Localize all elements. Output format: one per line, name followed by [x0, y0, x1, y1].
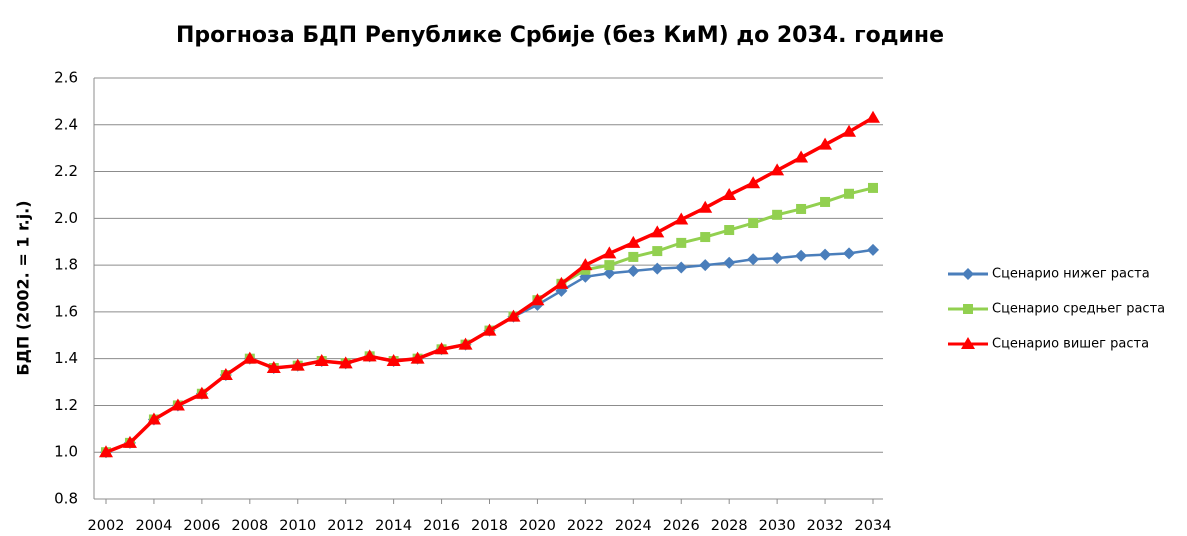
- marker: [146, 412, 161, 425]
- legend-label: Сценарио нижег раста: [992, 267, 1150, 282]
- marker: [700, 232, 711, 243]
- marker: [770, 163, 785, 176]
- marker: [506, 309, 521, 322]
- marker: [843, 247, 856, 260]
- marker: [170, 398, 185, 411]
- marker: [842, 124, 857, 137]
- marker: [820, 196, 831, 207]
- x-tick-label: 2008: [231, 518, 268, 534]
- y-tick-label: 2.2: [54, 162, 78, 180]
- legend-marker: [963, 304, 973, 314]
- marker: [795, 249, 808, 262]
- marker: [674, 212, 689, 225]
- x-tick-label: 2016: [423, 518, 460, 534]
- marker: [362, 349, 377, 362]
- marker: [266, 361, 281, 374]
- marker: [651, 262, 664, 275]
- x-tick-label: 2012: [327, 518, 364, 534]
- marker: [698, 200, 713, 213]
- series-line: [105, 248, 874, 454]
- marker: [650, 225, 665, 238]
- legend-marker: [962, 268, 974, 280]
- marker: [844, 188, 855, 199]
- x-tick-label: 2030: [759, 518, 796, 534]
- x-tick-label: 2034: [855, 518, 892, 534]
- marker: [626, 235, 641, 248]
- marker: [314, 354, 329, 367]
- marker: [338, 356, 353, 369]
- marker: [218, 368, 233, 381]
- marker: [772, 209, 783, 220]
- marker: [604, 260, 615, 271]
- x-tick-label: 2024: [615, 518, 652, 534]
- marker: [699, 259, 712, 272]
- marker: [675, 261, 688, 274]
- marker: [748, 218, 759, 229]
- marker: [578, 258, 593, 271]
- chart-title: Прогноза БДП Републике Србије (без КиМ) …: [176, 23, 944, 48]
- marker: [603, 267, 616, 280]
- marker: [554, 276, 569, 289]
- x-tick-label: 2020: [519, 518, 556, 534]
- x-tick-label: 2014: [375, 518, 412, 534]
- y-tick-label: 1.0: [54, 443, 78, 461]
- marker: [794, 150, 809, 163]
- y-tick-label: 2.4: [54, 115, 78, 133]
- marker: [628, 251, 639, 262]
- marker: [867, 243, 879, 256]
- marker: [771, 252, 784, 265]
- x-tick-label: 2006: [183, 518, 220, 534]
- marker: [746, 176, 761, 189]
- series-line: [105, 116, 874, 454]
- marker: [868, 182, 878, 193]
- marker: [458, 337, 473, 350]
- x-tick-label: 2002: [88, 518, 125, 534]
- x-tick-label: 2032: [807, 518, 844, 534]
- marker: [627, 264, 640, 277]
- marker: [410, 351, 425, 364]
- y-tick-label: 2.0: [54, 209, 78, 227]
- x-tick-label: 2004: [135, 518, 172, 534]
- x-tick-label: 2018: [471, 518, 508, 534]
- marker: [819, 248, 832, 261]
- legend-label: Сценарио средњег раста: [992, 302, 1165, 317]
- marker: [747, 253, 760, 266]
- marker: [290, 358, 305, 371]
- y-tick-label: 1.8: [54, 256, 78, 274]
- y-tick-label: 1.6: [54, 302, 78, 320]
- marker: [434, 342, 449, 355]
- legend-marker: [961, 337, 975, 349]
- marker: [722, 187, 737, 200]
- marker: [602, 246, 617, 259]
- marker: [676, 237, 687, 248]
- marker: [242, 351, 257, 364]
- y-axis-label: БДП (2002. = 1 r.j.): [14, 200, 33, 375]
- marker: [818, 137, 833, 150]
- x-tick-label: 2010: [279, 518, 316, 534]
- x-tick-label: 2022: [567, 518, 604, 534]
- y-tick-label: 1.4: [54, 349, 78, 367]
- marker: [724, 225, 735, 236]
- marker: [866, 110, 880, 123]
- legend-label: Сценарио вишег раста: [992, 337, 1149, 352]
- marker: [652, 246, 663, 257]
- y-tick-label: 0.8: [54, 490, 78, 508]
- x-tick-label: 2028: [711, 518, 748, 534]
- marker: [122, 435, 137, 448]
- x-tick-label: 2026: [663, 518, 700, 534]
- marker: [723, 256, 736, 269]
- marker: [530, 293, 545, 306]
- marker: [194, 386, 209, 399]
- y-tick-label: 1.2: [54, 396, 78, 414]
- marker: [386, 354, 401, 367]
- y-tick-label: 2.6: [54, 69, 78, 87]
- marker: [482, 323, 497, 336]
- marker: [99, 445, 113, 458]
- marker: [796, 203, 807, 214]
